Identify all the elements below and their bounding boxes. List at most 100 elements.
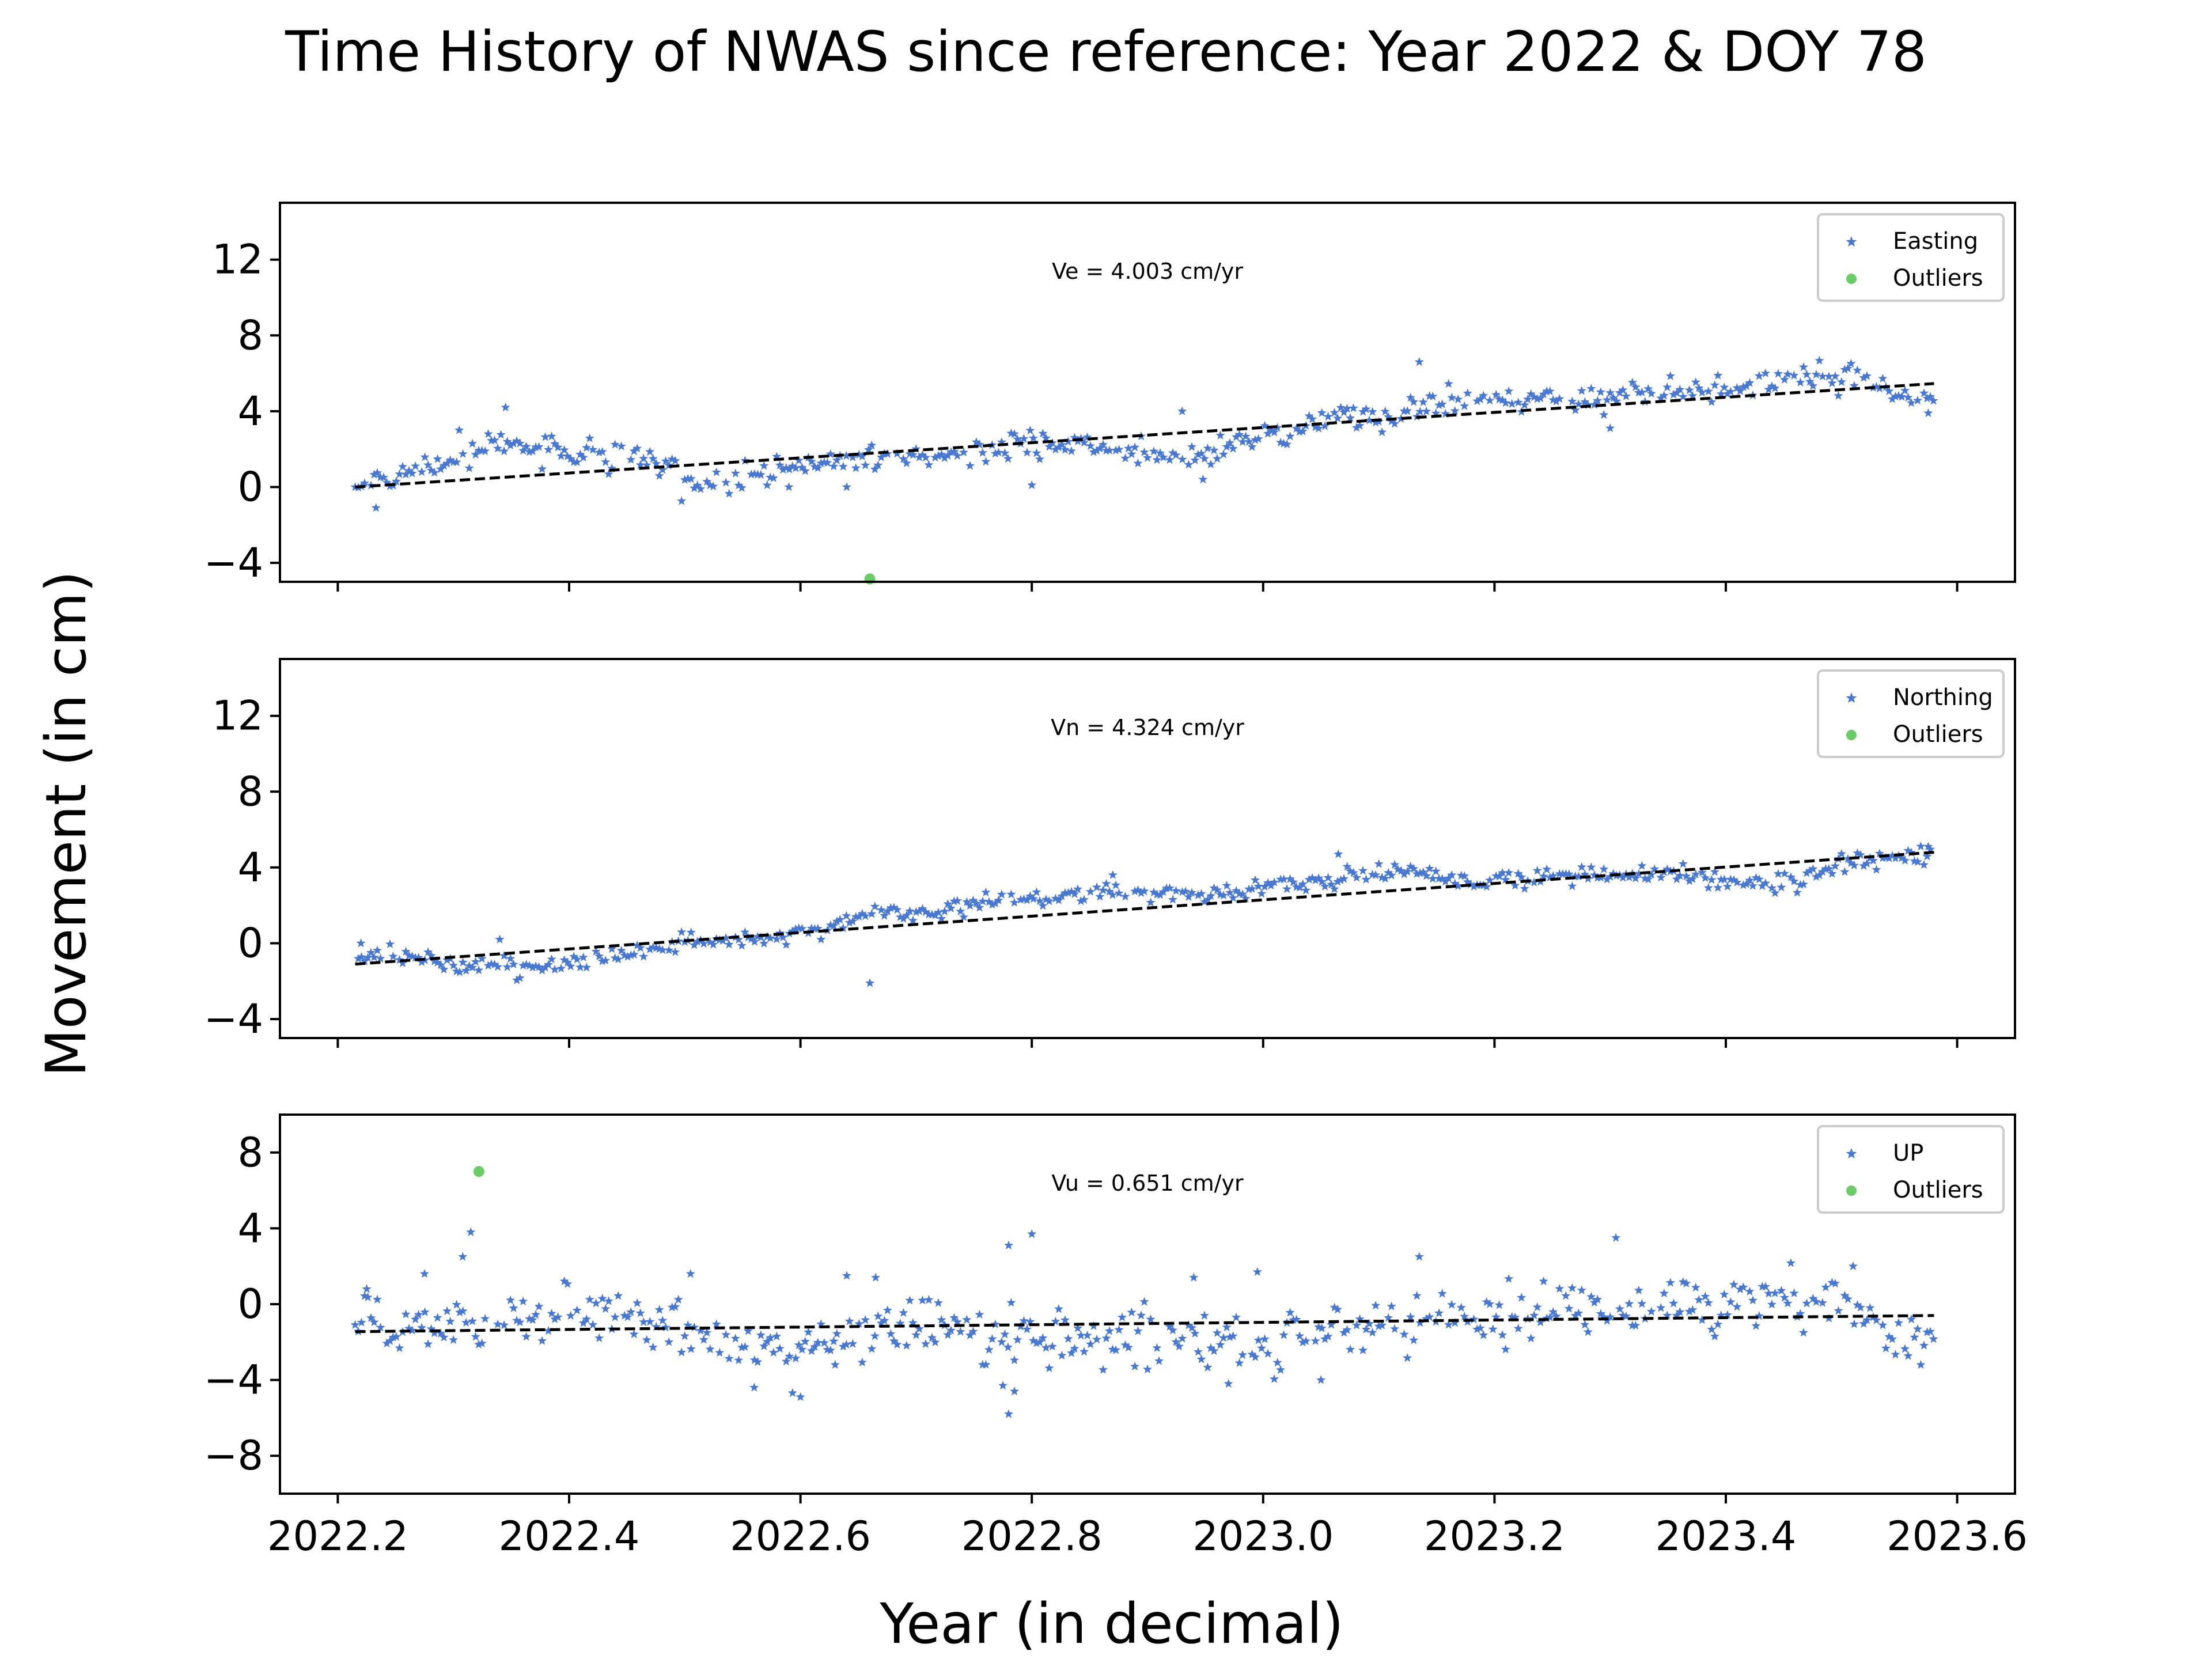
data-point [613,954,623,964]
data-point [1593,396,1603,405]
data-point [791,924,801,933]
data-point [984,1344,994,1354]
data-point [718,935,728,945]
data-point [1139,1297,1149,1306]
data-point [1406,392,1415,402]
data-point [1330,408,1339,417]
data-point [690,940,699,949]
data-point [1922,851,1932,861]
data-point [1456,1302,1466,1312]
data-point [350,1320,360,1329]
data-point [848,1339,858,1348]
data-point [623,1312,632,1321]
data-point [1289,877,1298,887]
data-point [1707,1324,1717,1334]
data-point [781,940,791,949]
data-point [686,474,696,483]
data-point [1171,1337,1181,1346]
data-point [578,1318,588,1327]
data-point [534,1301,544,1310]
data-point [1225,438,1235,447]
data-point [734,934,744,944]
data-point [1066,887,1076,896]
data-point [1406,1312,1415,1321]
data-point [1678,1277,1688,1286]
data-point [1815,870,1824,880]
data-point [372,468,382,477]
data-point [620,1310,630,1320]
data-point [952,896,962,905]
data-point [1912,1324,1923,1334]
data-point [566,961,575,971]
data-point [385,939,395,948]
data-point [607,463,617,473]
data-point [753,1357,763,1366]
data-point [1498,395,1508,404]
data-point [645,1317,655,1326]
data-point [1891,391,1900,401]
data-point [1251,435,1260,444]
data-point [766,1332,775,1342]
data-point [1253,881,1263,891]
data-point [442,459,452,468]
data-point [1260,421,1270,430]
data-point [1450,406,1460,415]
x-tick-label: 2023.2 [1424,1513,1565,1560]
data-point [1441,877,1450,886]
data-point [730,1334,740,1343]
data-point [1108,870,1118,879]
data-point [1390,859,1400,869]
data-point [1158,887,1168,896]
data-point [1923,842,1933,851]
figure-title: Time History of NWAS since reference: Ye… [285,20,1927,84]
y-tick-label: −8 [204,1432,263,1479]
data-point [705,937,715,946]
data-point [1900,385,1910,395]
data-point [902,1340,911,1350]
data-point [949,896,959,906]
data-point [1684,1306,1694,1316]
data-point [930,452,940,462]
data-point [1238,1350,1248,1359]
data-point [1745,875,1755,885]
data-point [362,1284,372,1293]
data-point [1073,1323,1082,1332]
data-point [709,940,718,949]
data-point [965,1330,975,1339]
data-point [1270,427,1279,437]
data-point [1510,1312,1520,1321]
data-point [940,453,949,463]
data-point [1247,1349,1257,1359]
data-point [1196,889,1206,898]
data-point [1688,874,1698,883]
data-point [1684,385,1694,395]
data-point [359,1291,370,1300]
data-point [604,1296,613,1305]
data-point [1111,445,1121,454]
data-point [1251,1352,1260,1361]
data-point [1510,880,1520,890]
data-point [835,915,845,924]
data-point [943,899,953,908]
data-point [1241,893,1251,903]
data-point [1805,866,1815,875]
data-point [908,1318,918,1327]
data-point [692,937,702,946]
data-point [1542,864,1552,874]
data-point [626,1307,636,1316]
data-point [1228,444,1238,453]
data-point [1675,1307,1685,1316]
data-point [1599,1312,1609,1321]
data-point [493,444,503,453]
data-point [978,896,987,906]
data-point [1532,1302,1542,1312]
data-point [1374,1321,1384,1331]
data-point [1054,895,1063,904]
data-point [499,446,509,456]
data-point [474,965,484,975]
data-point [1548,871,1558,880]
data-point [1165,1321,1175,1331]
data-point [1862,858,1872,868]
data-point [1517,1293,1527,1302]
data-point [563,1279,573,1288]
